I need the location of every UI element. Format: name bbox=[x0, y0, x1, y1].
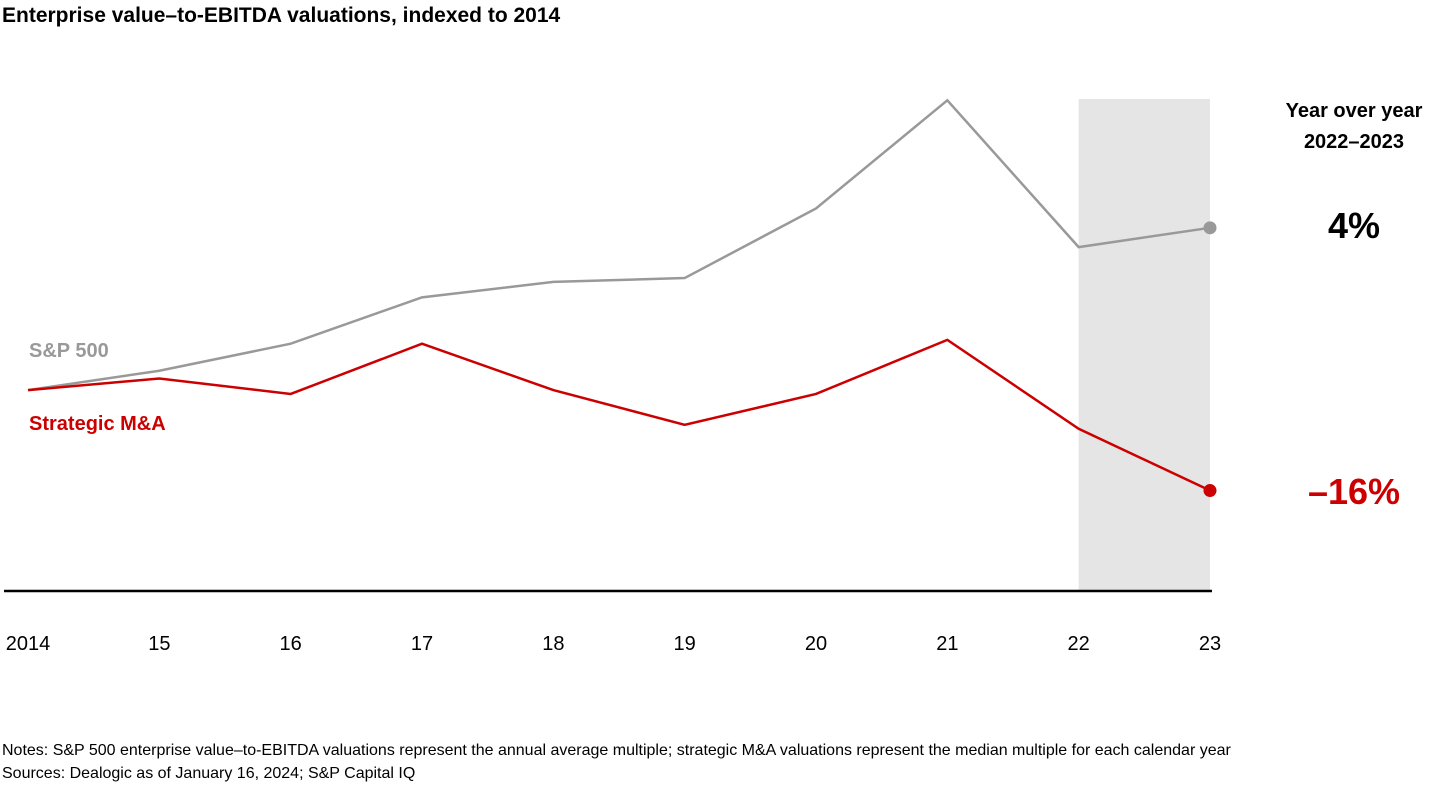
ma-yoy-change: –16% bbox=[1308, 471, 1400, 512]
series-line-strategic-m-a bbox=[27, 338, 1211, 492]
legend-strategic-ma: Strategic M&A bbox=[29, 413, 166, 435]
series-line-s-p-500 bbox=[27, 98, 1211, 392]
x-tick-label: 21 bbox=[936, 633, 958, 655]
x-tick-label: 20 bbox=[805, 633, 827, 655]
notes: Notes: S&P 500 enterprise value–to-EBITD… bbox=[2, 739, 1432, 785]
x-tick-label: 18 bbox=[542, 633, 564, 655]
sp500-yoy-change: 4% bbox=[1328, 205, 1380, 246]
x-tick-label: 19 bbox=[674, 633, 696, 655]
x-tick-label: 2014 bbox=[6, 633, 51, 655]
highlight-band-2022-2023 bbox=[1078, 99, 1210, 591]
notes-text: Notes: S&P 500 enterprise value–to-EBITD… bbox=[2, 742, 1231, 759]
yoy-header-line2: 2022–2023 bbox=[1304, 131, 1404, 153]
x-tick-label: 17 bbox=[411, 633, 433, 655]
x-tick-label: 16 bbox=[280, 633, 302, 655]
legend-sp500: S&P 500 bbox=[29, 340, 109, 362]
x-tick-label: 15 bbox=[148, 633, 170, 655]
chart-title: Enterprise value–to-EBITDA valuations, i… bbox=[2, 4, 561, 27]
yoy-header-line1: Year over year bbox=[1286, 100, 1423, 122]
x-tick-label: 22 bbox=[1068, 633, 1090, 655]
end-point-strategic-m-a bbox=[1203, 484, 1217, 498]
sources-text: Sources: Dealogic as of January 16, 2024… bbox=[2, 765, 416, 782]
x-tick-label: 23 bbox=[1199, 633, 1221, 655]
end-point-s-p-500 bbox=[1203, 221, 1217, 235]
